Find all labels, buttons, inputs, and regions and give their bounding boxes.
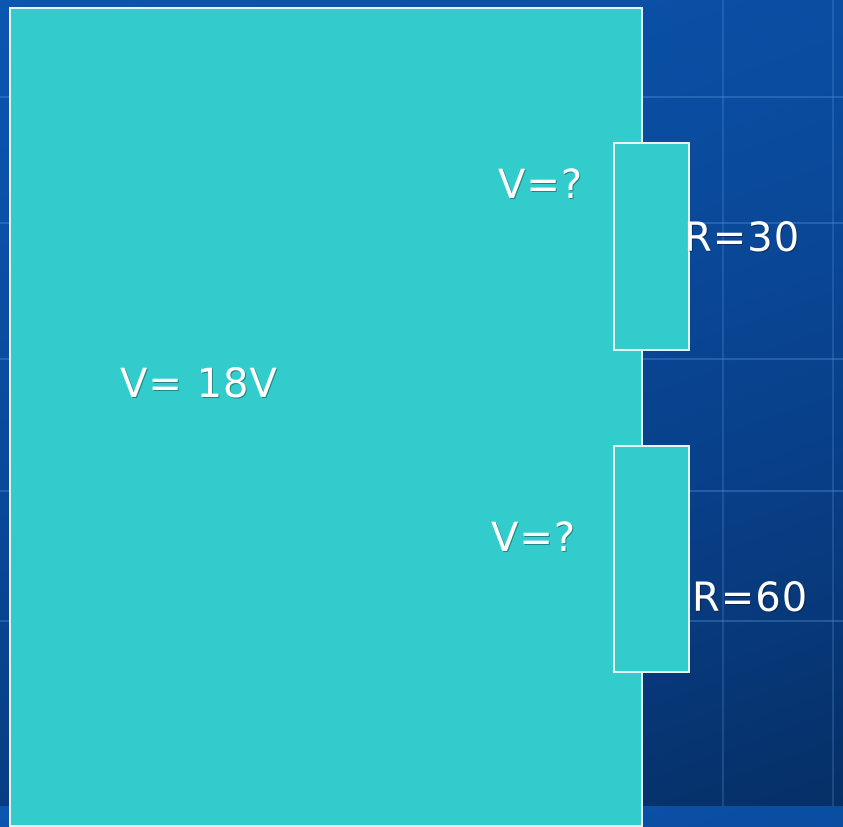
resistor-bottom-resistance-label: R=60 bbox=[692, 575, 809, 621]
grid-line bbox=[722, 0, 724, 806]
resistor-top-voltage-label: V=? bbox=[498, 162, 584, 208]
voltage-source-panel bbox=[9, 7, 643, 827]
grid-line bbox=[832, 0, 834, 806]
resistor-top-resistance-label: R=30 bbox=[684, 215, 801, 261]
source-voltage-label: V= 18V bbox=[120, 361, 278, 407]
resistor-bottom-voltage-label: V=? bbox=[491, 515, 577, 561]
resistor-bottom bbox=[613, 445, 690, 673]
resistor-top bbox=[613, 142, 690, 351]
